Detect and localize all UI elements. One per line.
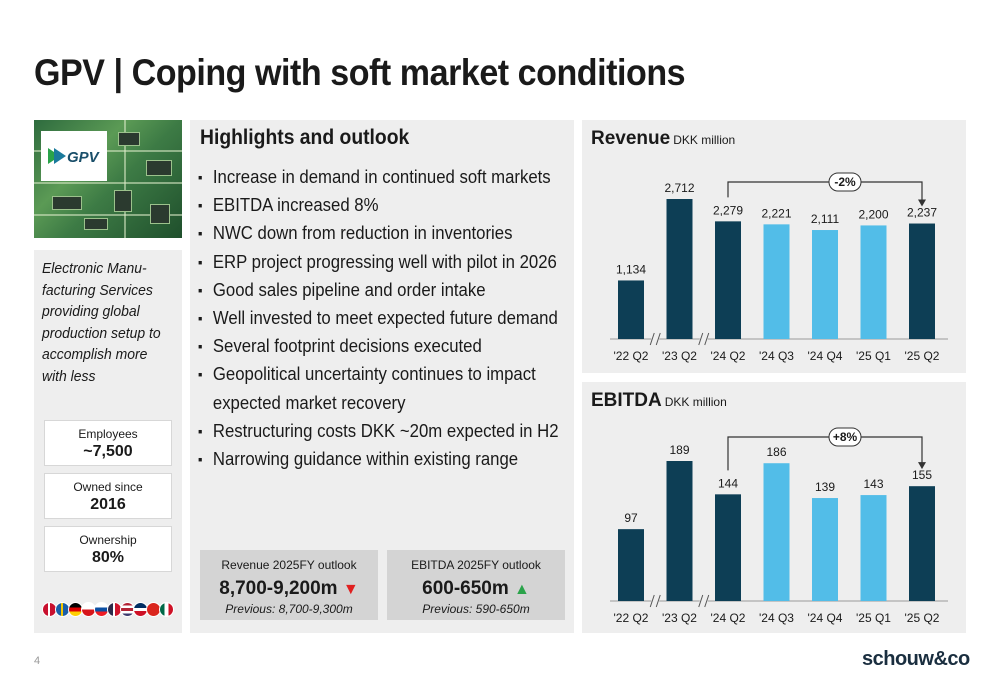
- x-tick-label-3: '24 Q3: [759, 349, 794, 363]
- change-annotation: -2%: [727, 172, 926, 207]
- list-item: ERP project progressing well with pilot …: [198, 248, 570, 276]
- data-label-5: 2,200: [858, 207, 888, 221]
- revenue-outlook-box: Revenue 2025FY outlook 8,700-9,200m ▼ Pr…: [200, 550, 378, 620]
- page-number: 4: [34, 655, 41, 667]
- flag-mexico-icon: [159, 602, 174, 617]
- data-label-4: 139: [815, 480, 835, 494]
- up-arrow-icon: ▲: [514, 581, 530, 598]
- x-tick-label-6: '25 Q2: [905, 349, 940, 363]
- outlook-value: 600-650m ▲: [422, 578, 530, 599]
- bar-0: [618, 280, 644, 339]
- bar-5: [860, 225, 887, 339]
- change-annotation-label: +8%: [833, 430, 858, 444]
- ebitda-chart: 97 '22 Q2 189 '23 Q2 144 '24 Q2 186 '24 Q3 139 '2…: [610, 427, 948, 625]
- bar-6: [909, 486, 935, 601]
- fact-owned-since: Owned since 2016: [44, 473, 172, 519]
- ebitda-chart-title: EBITDA DKK million: [591, 390, 727, 411]
- gpv-logo: GPV: [41, 131, 107, 181]
- list-item: Increase in demand in continued soft mar…: [198, 163, 570, 191]
- logo-text: GPV: [67, 149, 101, 166]
- x-tick-label-1: '23 Q2: [662, 611, 697, 625]
- list-item: Several footprint decisions executed: [198, 332, 570, 360]
- bar-2: [715, 221, 741, 339]
- axis-break-0: [649, 332, 661, 346]
- revenue-chart: 1,134 '22 Q2 2,712 '23 Q2 2,279 '24 Q2 2,221 '2…: [610, 172, 948, 363]
- fact-label: Employees: [78, 427, 138, 441]
- revenue-chart-title: Revenue DKK million: [591, 128, 736, 149]
- outlook-previous: Previous: 8,700-9,300m: [225, 602, 353, 616]
- x-tick-label-2: '24 Q2: [711, 349, 746, 363]
- list-item: Geopolitical uncertainty continues to im…: [198, 360, 542, 416]
- page-title: GPV | Coping with soft market conditions: [34, 52, 686, 93]
- data-label-4: 2,111: [811, 212, 840, 226]
- brand-logo: schouw&co: [862, 648, 970, 670]
- down-arrow-icon: ▼: [342, 581, 359, 598]
- bar-3: [763, 224, 790, 339]
- bar-0: [618, 529, 644, 601]
- data-label-0: 97: [624, 511, 638, 525]
- list-item: NWC down from reduction in inventories: [198, 219, 570, 247]
- x-tick-label-2: '24 Q2: [711, 611, 746, 625]
- outlook-label: EBITDA 2025FY outlook: [411, 558, 541, 572]
- data-label-2: 144: [718, 476, 738, 490]
- fact-value: ~7,500: [83, 443, 133, 460]
- bar-1: [666, 461, 693, 601]
- list-item: EBITDA increased 8%: [198, 191, 570, 219]
- fact-label: Ownership: [79, 533, 137, 547]
- country-flags: [42, 602, 174, 618]
- fact-employees: Employees ~7,500: [44, 420, 172, 466]
- data-label-3: 2,221: [761, 206, 791, 220]
- list-item: Well invested to meet expected future de…: [198, 304, 570, 332]
- highlights-title: Highlights and outlook: [200, 126, 410, 149]
- bar-1: [666, 199, 693, 339]
- outlook-label: Revenue 2025FY outlook: [221, 558, 357, 572]
- bar-4: [812, 498, 838, 601]
- outlook-value: 8,700-9,200m ▼: [219, 578, 359, 599]
- bar-5: [860, 495, 887, 601]
- data-label-6: 155: [912, 468, 932, 482]
- data-label-6: 2,237: [907, 206, 937, 220]
- highlights-list: Increase in demand in continued soft mar…: [198, 163, 570, 473]
- fact-value: 80%: [91, 549, 125, 566]
- x-tick-label-0: '22 Q2: [614, 611, 649, 625]
- x-tick-label-6: '25 Q2: [905, 611, 940, 625]
- list-item: Good sales pipeline and order intake: [198, 276, 570, 304]
- change-annotation: +8%: [727, 427, 926, 471]
- x-tick-label-4: '24 Q4: [808, 349, 843, 363]
- data-label-2: 2,279: [713, 203, 743, 217]
- x-tick-label-0: '22 Q2: [614, 349, 649, 363]
- axis-break-1: [698, 594, 710, 608]
- x-tick-label-3: '24 Q3: [759, 611, 794, 625]
- change-annotation-label: -2%: [834, 175, 856, 189]
- bar-4: [812, 230, 838, 339]
- x-tick-label-5: '25 Q1: [856, 611, 891, 625]
- fact-label: Owned since: [73, 480, 143, 494]
- ebitda-outlook-box: EBITDA 2025FY outlook 600-650m ▲ Previou…: [387, 550, 565, 620]
- x-tick-label-5: '25 Q1: [856, 349, 891, 363]
- gpv-logo-icon: GPV: [48, 148, 101, 166]
- data-label-0: 1,134: [616, 262, 646, 276]
- axis-break-1: [698, 332, 710, 346]
- list-item: Restructuring costs DKK ~20m expected in…: [198, 417, 570, 445]
- fact-value: 2016: [90, 496, 126, 513]
- list-item: Narrowing guidance within existing range: [198, 445, 570, 473]
- pcb-photo: [34, 120, 182, 238]
- bar-6: [909, 223, 935, 339]
- data-label-1: 189: [669, 443, 689, 457]
- fact-ownership: Ownership 80%: [44, 526, 172, 572]
- bar-3: [763, 463, 790, 601]
- x-tick-label-1: '23 Q2: [662, 349, 697, 363]
- outlook-previous: Previous: 590-650m: [422, 602, 530, 616]
- company-description: Electronic Manu-facturing Services provi…: [42, 260, 161, 385]
- axis-break-0: [649, 594, 661, 608]
- data-label-1: 2,712: [664, 181, 694, 195]
- bar-2: [715, 494, 741, 601]
- data-label-5: 143: [863, 477, 883, 491]
- x-tick-label-4: '24 Q4: [808, 611, 843, 625]
- data-label-3: 186: [766, 445, 786, 459]
